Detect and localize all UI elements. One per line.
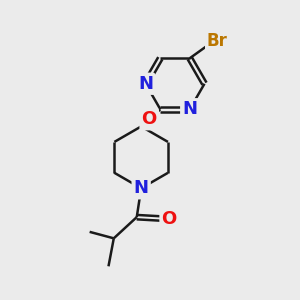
Text: N: N bbox=[182, 100, 197, 118]
Text: N: N bbox=[138, 75, 153, 93]
Text: N: N bbox=[134, 179, 149, 197]
Text: O: O bbox=[142, 110, 157, 128]
Text: Br: Br bbox=[207, 32, 228, 50]
Text: O: O bbox=[161, 210, 177, 228]
